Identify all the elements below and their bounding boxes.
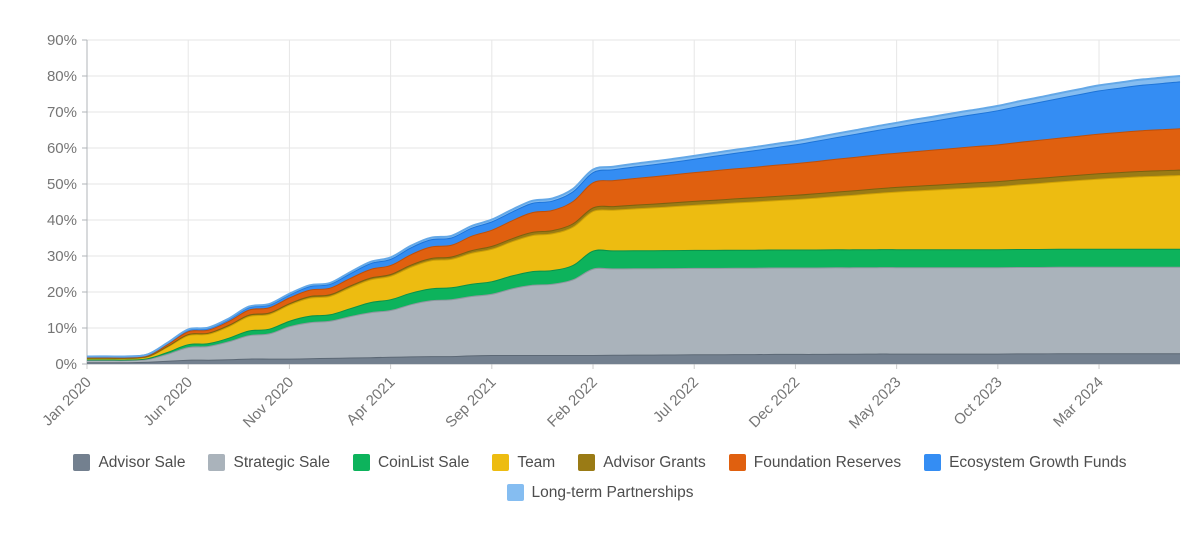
legend-label: Advisor Sale	[98, 454, 186, 471]
x-axis-tick-label: Nov 2020	[240, 374, 297, 431]
y-axis-tick-label: 70%	[47, 104, 77, 121]
legend-label: Long-term Partnerships	[531, 484, 694, 501]
legend-label: Ecosystem Growth Funds	[949, 454, 1127, 471]
legend-swatch-ecosystem-growth-funds	[924, 454, 942, 471]
y-axis-tick-label: 90%	[47, 32, 77, 49]
legend-item-strategic-sale: Strategic Sale	[208, 454, 330, 471]
legend-item-advisor-grants: Advisor Grants	[578, 454, 706, 471]
legend-label: Foundation Reserves	[753, 454, 902, 471]
y-axis-tick-label: 20%	[47, 284, 77, 301]
series-area-coinlist-sale[interactable]	[87, 248, 1180, 361]
legend-item-ecosystem-growth-funds: Ecosystem Growth Funds	[924, 454, 1127, 471]
legend-item-advisor-sale: Advisor Sale	[73, 454, 185, 471]
y-axis-tick-label: 80%	[47, 68, 77, 85]
x-axis-tick-label: Dec 2022	[746, 374, 803, 431]
token-unlock-stacked-area-chart: 0% 10% 20% 30% 40% 50% 60% 70% 80% 90% Jan 2020 Jun…	[0, 32, 1200, 501]
legend-swatch-advisor-grants	[578, 454, 596, 471]
series-line-long-term-partnerships	[86, 75, 1181, 358]
legend-item-team: Team	[492, 454, 555, 471]
series-area-team[interactable]	[87, 175, 1180, 360]
x-axis-tick-label: Apr 2021	[343, 374, 398, 429]
legend-label: CoinList Sale	[377, 454, 470, 471]
x-axis-tick-label: Jun 2020	[140, 374, 196, 430]
legend-item-long-term-partnerships: Long-term Partnerships	[506, 484, 694, 501]
x-axis-tick-label: Oct 2023	[951, 374, 1006, 429]
y-axis-tick-label: 30%	[47, 248, 77, 265]
x-axis-tick-label: Mar 2024	[1050, 374, 1107, 431]
series-area-ecosystem-growth-funds[interactable]	[87, 81, 1180, 358]
x-axis-tick-label: Jul 2022	[650, 374, 702, 426]
chart-legend: Advisor Sale Strategic Sale CoinList Sale T…	[0, 446, 1200, 501]
legend-row-2: Long-term Partnerships	[506, 484, 694, 501]
x-axis-tick-label: Jan 2020	[39, 374, 95, 430]
legend-swatch-advisor-sale	[73, 454, 91, 471]
x-axis-tick-label: Sep 2021	[442, 374, 499, 431]
y-axis-tick-label: 50%	[47, 176, 77, 193]
y-axis-tick-label: 10%	[47, 320, 77, 337]
legend-label: Strategic Sale	[233, 454, 330, 471]
legend-swatch-long-term-partnerships	[506, 484, 524, 501]
y-axis-tick-label: 0%	[55, 356, 77, 373]
x-axis-tick-label: Feb 2022	[544, 374, 601, 431]
series-area-advisor-sale[interactable]	[87, 353, 1180, 364]
series-area-strategic-sale[interactable]	[87, 266, 1180, 363]
legend-label: Team	[517, 454, 556, 471]
x-axis-tick-label: May 2023	[846, 374, 905, 433]
legend-row-1: Advisor Sale Strategic Sale CoinList Sale T…	[73, 454, 1127, 471]
legend-swatch-coinlist-sale	[352, 454, 370, 471]
legend-item-foundation-reserves: Foundation Reserves	[728, 454, 902, 471]
legend-swatch-strategic-sale	[208, 454, 226, 471]
series-area-advisor-grants[interactable]	[87, 169, 1180, 359]
y-axis-tick-label: 60%	[47, 140, 77, 157]
plot-area: 0% 10% 20% 30% 40% 50% 60% 70% 80% 90% Jan 2020 Jun…	[39, 32, 1181, 433]
series-area-foundation-reserves[interactable]	[87, 128, 1180, 358]
legend-item-coinlist-sale: CoinList Sale	[352, 454, 470, 471]
legend-swatch-team	[492, 454, 510, 471]
legend-label: Advisor Grants	[603, 454, 706, 471]
legend-swatch-foundation-reserves	[728, 454, 746, 471]
y-axis-tick-label: 40%	[47, 212, 77, 229]
